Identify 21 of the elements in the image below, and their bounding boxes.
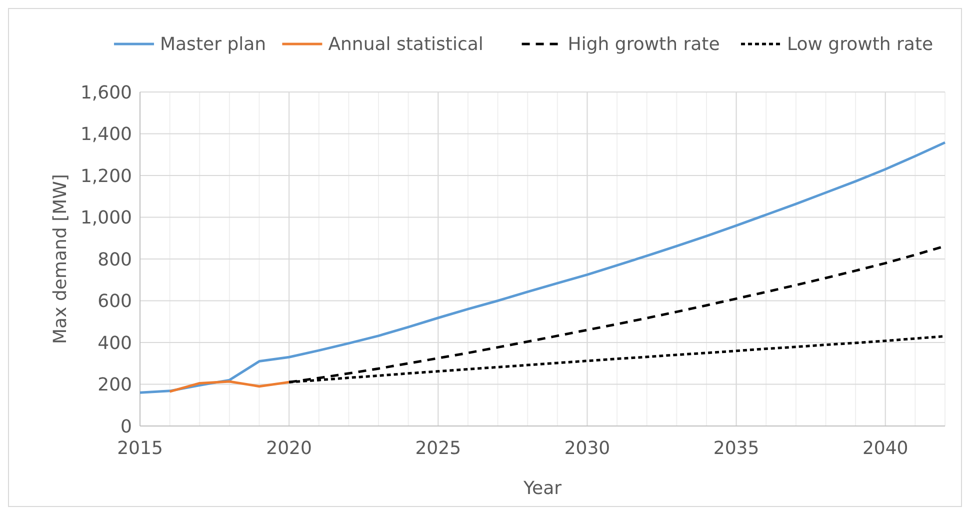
x-tick-label: 2025 <box>415 438 462 459</box>
x-tick-label: 2030 <box>564 438 610 459</box>
y-tick-label: 800 <box>98 249 132 270</box>
y-tick-label: 1,600 <box>80 82 132 104</box>
y-tick-label: 0 <box>120 416 132 438</box>
x-axis-title: Year <box>522 478 562 499</box>
y-tick-label: 1,000 <box>80 208 132 229</box>
x-tick-label: 2035 <box>713 438 760 459</box>
x-tick-label: 2020 <box>266 438 312 459</box>
y-tick-label: 1,400 <box>80 124 132 146</box>
x-tick-label: 2015 <box>117 438 163 459</box>
y-tick-label: 400 <box>98 332 132 354</box>
x-tick-label: 2040 <box>862 438 908 459</box>
y-tick-label: 200 <box>98 374 132 396</box>
legend-label: High growth rate <box>568 34 720 55</box>
legend-label: Master plan <box>160 34 266 55</box>
y-tick-label: 1,200 <box>80 166 132 187</box>
y-axis-title: Max demand [MW] <box>50 174 71 344</box>
legend-label: Low growth rate <box>787 34 934 55</box>
y-tick-label: 600 <box>98 291 132 312</box>
legend-label: Annual statistical <box>328 34 484 55</box>
